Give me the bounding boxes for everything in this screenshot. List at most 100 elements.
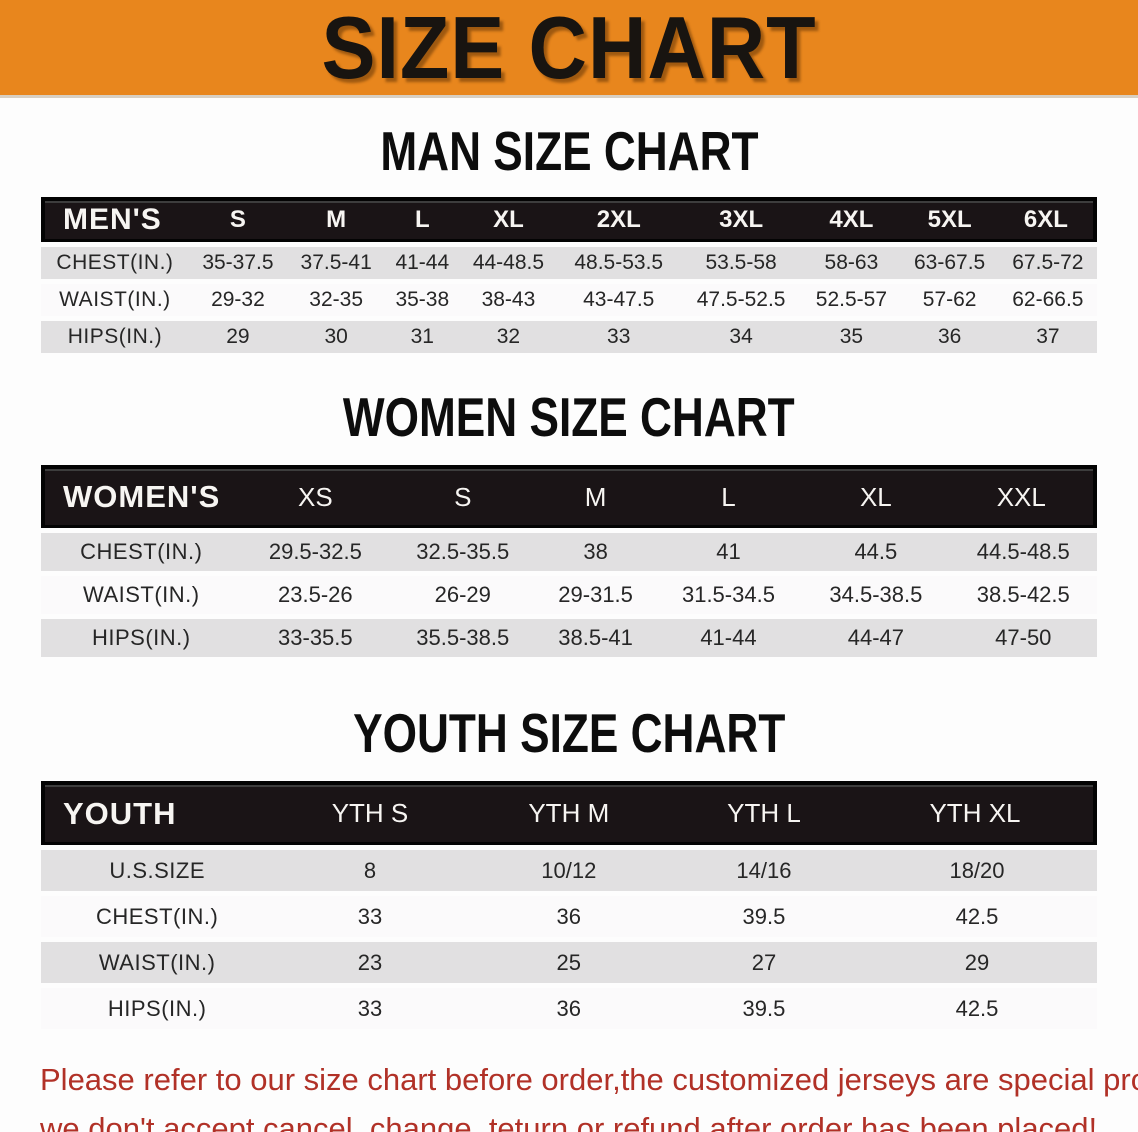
- size-value-cell: 26-29: [389, 576, 537, 614]
- youth-size-table: YOUTH YTH S YTH M YTH L YTH XL U.S.SIZE 8 10/12…: [41, 776, 1097, 1034]
- size-value-cell: 62-66.5: [998, 284, 1097, 316]
- size-value-cell: 33: [273, 988, 467, 1029]
- size-column-header: XXL: [949, 465, 1097, 528]
- size-value-cell: 42.5: [856, 988, 1097, 1029]
- table-header-row: YOUTH YTH S YTH M YTH L YTH XL: [41, 781, 1097, 845]
- row-label: HIPS(IN.): [41, 988, 274, 1029]
- row-label: HIPS(IN.): [41, 619, 242, 657]
- size-value-cell: 32.5-35.5: [389, 533, 537, 571]
- size-value-cell: 33: [557, 321, 680, 353]
- table-row: U.S.SIZE 8 10/12 14/16 18/20: [41, 850, 1097, 891]
- notice-line-2: we don't accept cancel, change, teturn o…: [40, 1110, 1098, 1132]
- size-column-header: M: [536, 465, 655, 528]
- size-value-cell: 35.5-38.5: [389, 619, 537, 657]
- youth-section-heading: YOUTH SIZE CHART: [0, 703, 1138, 765]
- table-row: WAIST(IN.) 23 25 27 29: [41, 942, 1097, 983]
- table-row: WAIST(IN.) 29-32 32-35 35-38 38-43 43-47.5 47.…: [41, 284, 1097, 316]
- size-value-cell: 32: [459, 321, 558, 353]
- man-size-table: MEN'S S M L XL 2XL 3XL 4XL 5XL 6XL CHEST(IN.) 35-37…: [41, 192, 1097, 358]
- man-section-heading-text: MAN SIZE CHART: [379, 121, 759, 183]
- man-group-label: MEN'S: [41, 197, 189, 242]
- order-notice: Please refer to our size chart before or…: [40, 1056, 1138, 1132]
- size-column-header: S: [389, 465, 537, 528]
- size-column-header: YTH L: [670, 781, 857, 845]
- row-label: WAIST(IN.): [41, 576, 242, 614]
- women-section-heading-text: WOMEN SIZE CHART: [343, 387, 795, 449]
- size-value-cell: 47-50: [949, 619, 1097, 657]
- women-size-table: WOMEN'S XS S M L XL XXL CHEST(IN.) 29.5-32.5 32.5…: [41, 460, 1097, 662]
- size-column-header: YTH M: [466, 781, 671, 845]
- youth-group-label: YOUTH: [41, 781, 274, 845]
- size-value-cell: 41-44: [385, 247, 460, 279]
- size-value-cell: 44.5-48.5: [949, 533, 1097, 571]
- table-header-row: MEN'S S M L XL 2XL 3XL 4XL 5XL 6XL: [41, 197, 1097, 242]
- women-section-heading: WOMEN SIZE CHART: [0, 387, 1138, 449]
- size-value-cell: 34.5-38.5: [802, 576, 950, 614]
- notice-line-1: Please refer to our size chart before or…: [40, 1062, 1138, 1097]
- size-value-cell: 41-44: [654, 619, 803, 657]
- youth-section-heading-text: YOUTH SIZE CHART: [352, 703, 786, 765]
- size-column-header: M: [287, 197, 386, 242]
- row-label: WAIST(IN.): [41, 942, 274, 983]
- size-value-cell: 27: [670, 942, 857, 983]
- row-label: CHEST(IN.): [41, 533, 242, 571]
- size-value-cell: 48.5-53.5: [557, 247, 680, 279]
- man-size-chart-section: MAN SIZE CHART MEN'S S M L XL 2XL 3XL 4XL 5XL 6XL C…: [0, 121, 1138, 358]
- size-value-cell: 35-37.5: [188, 247, 288, 279]
- size-value-cell: 10/12: [466, 850, 671, 891]
- row-label: WAIST(IN.): [41, 284, 189, 316]
- size-column-header: 4XL: [802, 197, 901, 242]
- size-value-cell: 35-38: [385, 284, 460, 316]
- size-column-header: 5XL: [900, 197, 999, 242]
- size-value-cell: 42.5: [856, 896, 1097, 937]
- size-value-cell: 44.5: [802, 533, 950, 571]
- size-value-cell: 18/20: [856, 850, 1097, 891]
- size-value-cell: 63-67.5: [900, 247, 999, 279]
- size-column-header: 2XL: [557, 197, 680, 242]
- table-row: CHEST(IN.) 35-37.5 37.5-41 41-44 44-48.5 48.5…: [41, 247, 1097, 279]
- size-value-cell: 29: [856, 942, 1097, 983]
- size-value-cell: 23.5-26: [241, 576, 390, 614]
- size-value-cell: 47.5-52.5: [679, 284, 803, 316]
- banner-title: SIZE CHART: [321, 0, 817, 97]
- size-value-cell: 36: [466, 896, 671, 937]
- size-value-cell: 58-63: [802, 247, 901, 279]
- table-row: HIPS(IN.) 29 30 31 32 33 34 35 36 37: [41, 321, 1097, 353]
- size-value-cell: 37.5-41: [287, 247, 386, 279]
- size-column-header: XS: [241, 465, 390, 528]
- size-value-cell: 29-32: [188, 284, 288, 316]
- size-value-cell: 39.5: [670, 896, 857, 937]
- row-label: U.S.SIZE: [41, 850, 274, 891]
- size-value-cell: 38-43: [459, 284, 558, 316]
- size-value-cell: 36: [466, 988, 671, 1029]
- row-label: HIPS(IN.): [41, 321, 189, 353]
- size-value-cell: 23: [273, 942, 467, 983]
- size-column-header: L: [385, 197, 460, 242]
- table-row: HIPS(IN.) 33-35.5 35.5-38.5 38.5-41 41-44 44-…: [41, 619, 1097, 657]
- size-column-header: S: [188, 197, 288, 242]
- size-value-cell: 14/16: [670, 850, 857, 891]
- size-value-cell: 29: [188, 321, 288, 353]
- size-value-cell: 31.5-34.5: [654, 576, 803, 614]
- size-value-cell: 31: [385, 321, 460, 353]
- size-value-cell: 67.5-72: [998, 247, 1097, 279]
- size-value-cell: 52.5-57: [802, 284, 901, 316]
- size-value-cell: 38.5-41: [536, 619, 655, 657]
- size-column-header: YTH S: [273, 781, 467, 845]
- row-label: CHEST(IN.): [41, 247, 189, 279]
- size-value-cell: 38: [536, 533, 655, 571]
- table-row: HIPS(IN.) 33 36 39.5 42.5: [41, 988, 1097, 1029]
- size-chart-sections: MAN SIZE CHART MEN'S S M L XL 2XL 3XL 4XL 5XL 6XL C…: [0, 121, 1138, 1034]
- size-column-header: 6XL: [998, 197, 1097, 242]
- size-column-header: XL: [802, 465, 950, 528]
- size-value-cell: 33-35.5: [241, 619, 390, 657]
- size-value-cell: 43-47.5: [557, 284, 680, 316]
- size-value-cell: 53.5-58: [679, 247, 803, 279]
- size-value-cell: 8: [273, 850, 467, 891]
- table-header-row: WOMEN'S XS S M L XL XXL: [41, 465, 1097, 528]
- size-value-cell: 37: [998, 321, 1097, 353]
- banner: SIZE CHART: [0, 0, 1138, 98]
- size-value-cell: 41: [654, 533, 803, 571]
- youth-size-chart-section: YOUTH SIZE CHART YOUTH YTH S YTH M YTH L YTH …: [0, 703, 1138, 1034]
